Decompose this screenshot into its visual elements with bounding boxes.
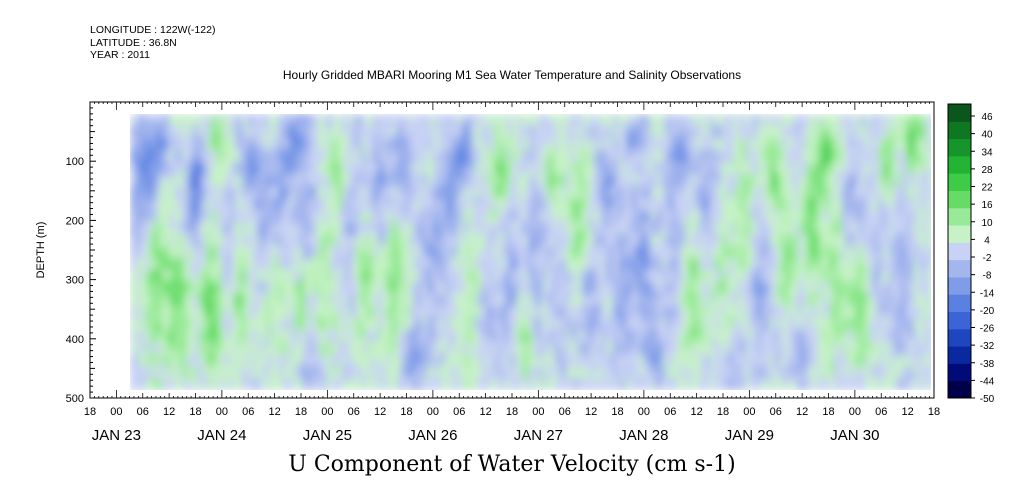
variable-title: U Component of Water Velocity (cm s-1) [288,452,736,477]
colorbar-swatch [948,328,971,347]
colorbar-swatch [948,259,971,278]
colorbar-label: -26 [980,324,995,335]
colorbar-label: -2 [983,253,992,264]
x-hour-label: 12 [796,406,808,418]
x-hour-label: 00 [532,406,544,418]
x-hour-label: 00 [321,406,333,418]
longitude-label: LONGITUDE : 122W(-122) [90,24,216,36]
colorbar-label: 22 [981,183,993,194]
x-hour-label: 00 [427,406,439,418]
x-hour-label: 12 [902,406,914,418]
colorbar-label: -38 [980,359,995,370]
x-hour-label: 00 [638,406,650,418]
y-tick-label: 500 [66,393,84,405]
x-hour-label: 18 [295,406,307,418]
colorbar-swatch [948,363,971,382]
y-tick-label: 200 [66,215,84,227]
x-date-label: JAN 24 [197,427,246,444]
x-date-label: JAN 23 [92,427,141,444]
colorbar-swatch [948,207,971,226]
colorbar-label: -32 [980,341,995,352]
x-hour-label: 00 [216,406,228,418]
y-tick-label: 100 [66,156,84,168]
x-date-label: JAN 28 [619,427,668,444]
colorbar-label: -14 [980,288,995,299]
x-date-label: JAN 26 [408,427,457,444]
x-hour-label: 12 [269,406,281,418]
colorbar-swatch [948,173,971,191]
y-tick-label: 300 [66,275,84,287]
colorbar-swatch [948,155,971,174]
x-hour-label: 18 [928,406,940,418]
x-hour-label: 18 [717,406,729,418]
colorbar-label: -20 [980,306,995,317]
x-hour-label: 06 [453,406,465,418]
heatmap-field [130,114,931,390]
x-hour-label: 06 [559,406,571,418]
x-hour-label: 12 [691,406,703,418]
y-axis-label: DEPTH (m) [35,222,47,279]
x-date-label: JAN 27 [514,427,563,444]
colorbar-swatch [948,225,971,243]
latitude-label: LATITUDE : 36.8N [90,36,177,49]
colorbar-label: 46 [981,112,993,123]
colorbar-label: 10 [981,218,993,229]
colorbar-swatch [948,276,971,295]
colorbar-swatch [948,190,971,209]
x-hour-label: 18 [84,406,96,418]
x-hour-label: 18 [611,406,623,418]
x-hour-label: 06 [137,406,149,418]
x-hour-label: 06 [770,406,782,418]
year-label: YEAR : 2011 [90,49,150,61]
colorbar-label: -8 [983,271,992,282]
x-date-label: JAN 29 [725,427,774,444]
colorbar-swatch [948,104,971,122]
x-hour-label: 12 [163,406,175,418]
y-axis: 100 200 300 400 500 [66,101,96,405]
x-hour-label: 06 [875,406,887,418]
x-date-label: JAN 25 [303,427,352,444]
x-hour-label: 06 [242,406,254,418]
x-hour-label: 12 [374,406,386,418]
colorbar-swatch [948,346,971,364]
colorbar-swatch [948,138,971,157]
x-hour-label: 06 [664,406,676,418]
x-hour-label: 00 [849,406,861,418]
chart-title: Hourly Gridded MBARI Mooring M1 Sea Wate… [282,68,742,82]
colorbar-label: 16 [981,200,993,211]
colorbar-label: 34 [981,147,993,158]
colorbar-swatch [948,311,971,330]
x-hour-label: 18 [400,406,412,418]
colorbar-label: 28 [981,165,993,176]
x-hour-label: 06 [348,406,360,418]
colorbar-swatch [948,380,971,399]
x-hour-label: 18 [189,406,201,418]
colorbar-swatch [948,294,971,313]
colorbar-label: -44 [980,376,995,387]
x-date-label: JAN 30 [830,427,879,444]
x-hour-label: 00 [743,406,755,418]
colorbar-swatch [948,242,971,261]
y-tick-label: 400 [66,334,84,346]
colorbar-label: -50 [980,394,995,405]
colorbar-legend: 46 40 34 28 22 16 10 4 -2 -8 -14 -20 -26 -32 -38 -44 -50 [947,103,995,405]
colorbar-label: 40 [981,130,993,141]
x-hour-label: 18 [506,406,518,418]
x-hour-label: 12 [585,406,597,418]
metadata-block: LONGITUDE : 122W(-122) LATITUDE : 36.8N … [90,24,215,62]
x-hour-label: 12 [480,406,492,418]
colorbar-label: 4 [984,235,990,246]
x-hour-label: 00 [110,406,122,418]
x-hour-label: 18 [822,406,834,418]
colorbar-swatch [948,121,971,140]
x-axis: 18 00 06 12 18 00 06 12 18 00 06 12 18 00 06 12 18 00 06 12… [84,102,940,444]
